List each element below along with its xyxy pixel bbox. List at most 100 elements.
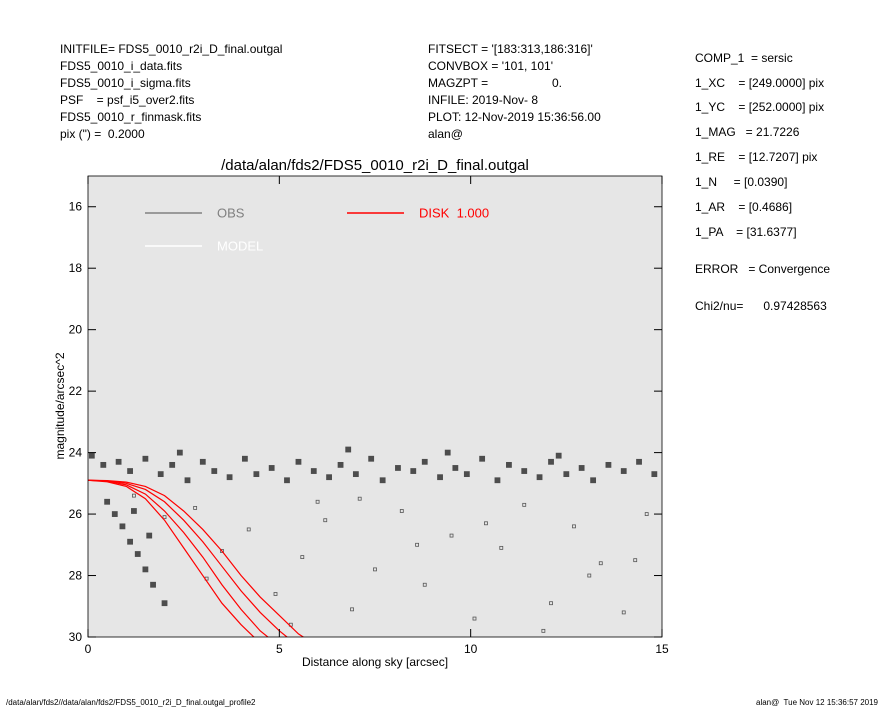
plot-frame bbox=[87, 175, 663, 638]
header-line: PLOT: 12-Nov-2019 15:36:56.00 bbox=[428, 110, 601, 124]
data-point bbox=[572, 524, 576, 529]
data-point bbox=[506, 461, 512, 468]
magzpt-value: 0. bbox=[552, 76, 562, 90]
data-point bbox=[111, 511, 118, 517]
data-point bbox=[410, 468, 417, 474]
y-axis-label: magnitude/arcsec^2 bbox=[53, 352, 67, 459]
data-point bbox=[555, 452, 562, 459]
fit-param: 1_YC = [252.0000] pix bbox=[695, 100, 824, 114]
legend-label: MODEL bbox=[217, 238, 263, 253]
y-tick-label: 30 bbox=[69, 630, 83, 644]
fit-param: 1_AR = [0.4686] bbox=[695, 200, 792, 214]
data-point bbox=[563, 471, 570, 478]
data-point bbox=[578, 465, 585, 471]
data-point bbox=[644, 512, 649, 516]
data-point bbox=[226, 474, 233, 481]
header-line: pix (") = 0.2000 bbox=[60, 127, 145, 141]
data-point bbox=[315, 499, 320, 504]
data-point bbox=[326, 474, 332, 481]
fit-param: 1_N = [0.0390] bbox=[695, 175, 787, 189]
data-point bbox=[273, 592, 278, 596]
x-axis-label: Distance along sky [arcsec] bbox=[302, 655, 448, 669]
data-point bbox=[127, 538, 133, 545]
data-point bbox=[323, 518, 328, 523]
data-point bbox=[176, 449, 183, 456]
data-point bbox=[522, 502, 527, 507]
header-line: INFILE: 2019-Nov- 8 bbox=[428, 93, 538, 107]
data-point bbox=[421, 458, 428, 465]
y-tick-label: 22 bbox=[69, 384, 83, 398]
data-point bbox=[211, 468, 218, 474]
data-point bbox=[350, 607, 354, 612]
data-point bbox=[494, 477, 501, 484]
x-tick-label: 5 bbox=[276, 642, 283, 656]
data-point bbox=[549, 601, 553, 606]
data-point bbox=[444, 449, 451, 456]
data-point bbox=[590, 477, 597, 484]
data-point bbox=[357, 496, 362, 501]
header-line: INITFILE= FDS5_0010_r2i_D_final.outgal bbox=[60, 42, 282, 56]
data-point bbox=[131, 508, 137, 514]
data-point bbox=[373, 567, 377, 572]
data-point bbox=[150, 581, 156, 588]
data-point bbox=[633, 558, 638, 563]
footer-left: /data/alan/fds2//data/alan/fds2/FDS5_001… bbox=[6, 698, 256, 707]
data-point bbox=[134, 551, 141, 557]
data-point bbox=[499, 545, 504, 550]
header-line: CONVBOX = '101, 101' bbox=[428, 59, 553, 73]
fit-param: 1_XC = [249.0000] pix bbox=[695, 76, 824, 90]
data-point bbox=[310, 468, 317, 474]
x-tick-label: 0 bbox=[85, 642, 92, 656]
header-line: PSF = psf_i5_over2.fits bbox=[60, 93, 194, 107]
data-point bbox=[548, 458, 554, 465]
data-point bbox=[352, 471, 359, 478]
y-tick-label: 16 bbox=[69, 200, 83, 214]
header-line: FDS5_0010_i_sigma.fits bbox=[60, 76, 191, 90]
data-point bbox=[88, 452, 95, 459]
data-point bbox=[587, 573, 592, 578]
data-point bbox=[119, 523, 126, 530]
fit-param: Chi2/nu= 0.97428563 bbox=[695, 299, 827, 313]
chart-title: /data/alan/fds2/FDS5_0010_r2i_D_final.ou… bbox=[221, 157, 529, 174]
data-point bbox=[605, 461, 612, 468]
model-curve bbox=[88, 479, 269, 637]
data-point bbox=[295, 458, 302, 465]
data-point bbox=[127, 468, 133, 474]
data-point bbox=[284, 477, 290, 484]
data-point bbox=[253, 471, 260, 478]
header-line: FDS5_0010_r_finmask.fits bbox=[60, 110, 201, 124]
data-point bbox=[161, 600, 168, 607]
data-point bbox=[452, 465, 459, 471]
data-point bbox=[368, 455, 375, 462]
data-point bbox=[521, 468, 528, 474]
data-point bbox=[345, 446, 352, 453]
y-tick-label: 18 bbox=[69, 261, 83, 275]
plot bbox=[88, 446, 658, 637]
legend-label: DISK 1.000 bbox=[419, 205, 489, 220]
data-point bbox=[162, 515, 167, 520]
data-point bbox=[479, 455, 486, 462]
data-point bbox=[115, 458, 122, 465]
data-point bbox=[621, 610, 626, 615]
x-tick-label: 15 bbox=[655, 642, 669, 656]
plot-area bbox=[88, 176, 662, 637]
y-tick-label: 26 bbox=[69, 507, 83, 521]
data-point bbox=[146, 532, 153, 539]
data-point bbox=[246, 527, 251, 532]
data-point bbox=[620, 468, 627, 474]
data-point bbox=[651, 471, 658, 478]
legend-label: OBS bbox=[217, 205, 245, 220]
data-point bbox=[199, 458, 206, 465]
data-point bbox=[142, 455, 149, 462]
y-tick-label: 24 bbox=[69, 446, 83, 460]
y-tick-label: 20 bbox=[69, 323, 83, 337]
data-point bbox=[484, 521, 488, 526]
data-point bbox=[241, 455, 248, 462]
data-point bbox=[132, 493, 136, 498]
header-line: MAGZPT = bbox=[428, 76, 488, 90]
fit-param: ERROR = Convergence bbox=[695, 262, 830, 276]
fit-param: 1_RE = [12.7207] pix bbox=[695, 150, 817, 164]
data-point bbox=[463, 471, 470, 478]
data-point bbox=[415, 542, 419, 547]
data-point bbox=[399, 509, 404, 513]
